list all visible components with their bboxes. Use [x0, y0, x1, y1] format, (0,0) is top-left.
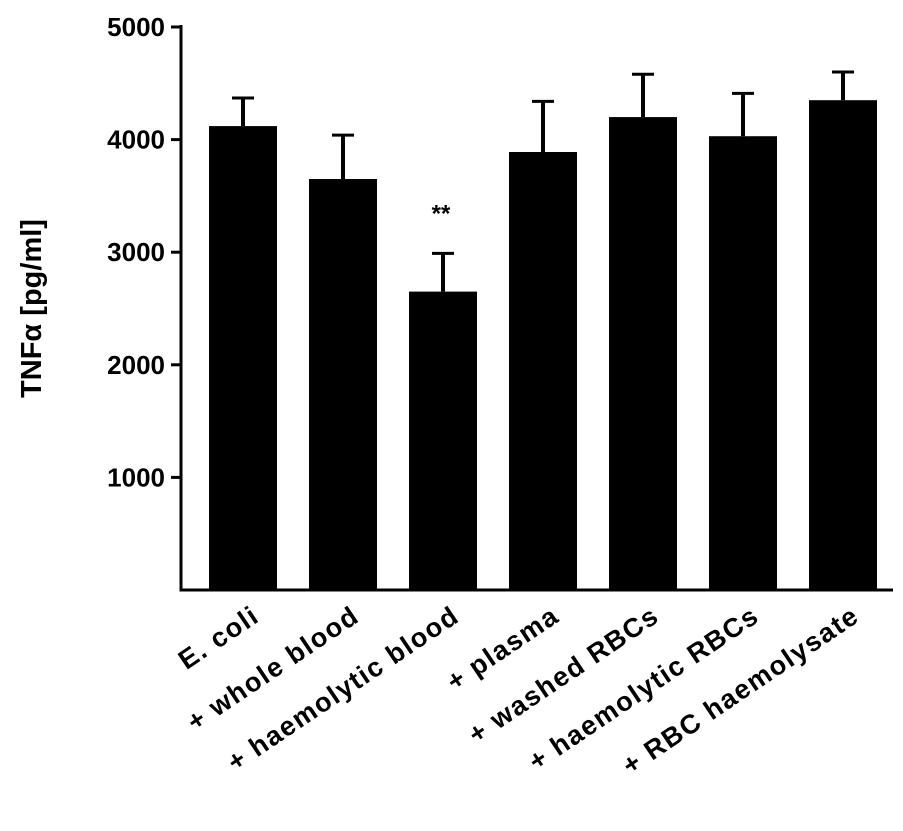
- bars: [209, 70, 877, 591]
- y-tick-label: 5000: [107, 12, 165, 42]
- bar: [309, 179, 377, 590]
- bar: [209, 126, 277, 590]
- y-tick-label: 2000: [107, 350, 165, 380]
- bar: [509, 151, 577, 590]
- x-tick-label: + whole blood: [182, 600, 365, 737]
- bar: [409, 291, 477, 590]
- bar: [709, 136, 777, 591]
- bar: [809, 100, 877, 590]
- bar: [609, 117, 677, 590]
- y-tick-label: 4000: [107, 125, 165, 155]
- axes: 1000 2000 3000 4000 5000 TNFα [pg/ml]: [16, 12, 893, 592]
- significance-annotation: **: [432, 200, 451, 227]
- x-tick-label: E. coli: [173, 600, 264, 675]
- y-tick-label: 1000: [107, 462, 165, 492]
- y-tick-label: 3000: [107, 237, 165, 267]
- y-axis-title: TNFα [pg/ml]: [16, 219, 48, 398]
